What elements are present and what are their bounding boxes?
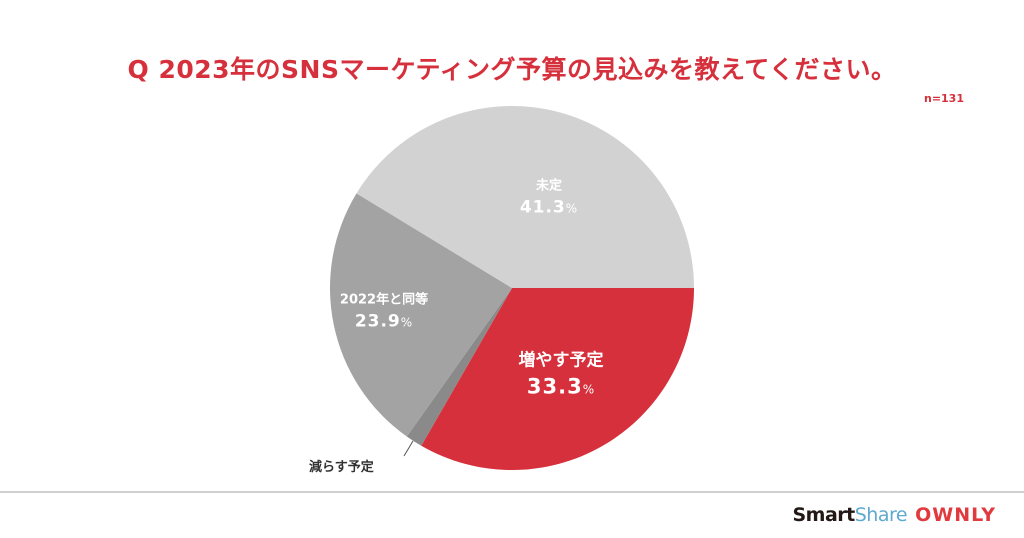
footer-divider [0,491,1024,493]
slice-undecided [356,105,694,288]
label-increase: 増やす予定 33.3% [518,350,604,399]
label-undecided: 未定 41.3% [519,178,579,218]
slice-same [329,193,512,437]
leader-line [403,440,414,457]
label-same: 2022年と同等 23.9% [339,292,429,332]
chart-title: Q 2023年のSNSマーケティング予算の見込みを教えてください。 [127,55,897,84]
slice-increase [421,288,694,471]
slice-decrease [406,288,512,446]
brand-logo: SmartShare OWNLY [792,504,996,526]
sample-size: n=131 [923,92,964,105]
label-decrease: 減らす予定 [309,460,374,475]
